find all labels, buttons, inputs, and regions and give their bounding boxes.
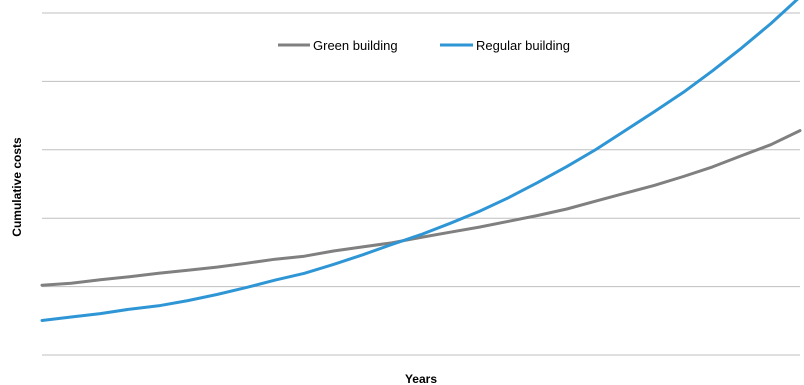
legend: Green building Regular building xyxy=(278,38,570,53)
series-line-regular-building xyxy=(40,0,799,322)
gridlines xyxy=(42,12,800,356)
series-lines xyxy=(40,0,802,322)
y-axis-title: Cumulative costs xyxy=(10,137,24,237)
x-axis-title: Years xyxy=(405,372,437,385)
legend-label-regular-building: Regular building xyxy=(476,38,570,53)
legend-label-green-building: Green building xyxy=(313,38,398,53)
series-line-green-building xyxy=(40,129,802,287)
